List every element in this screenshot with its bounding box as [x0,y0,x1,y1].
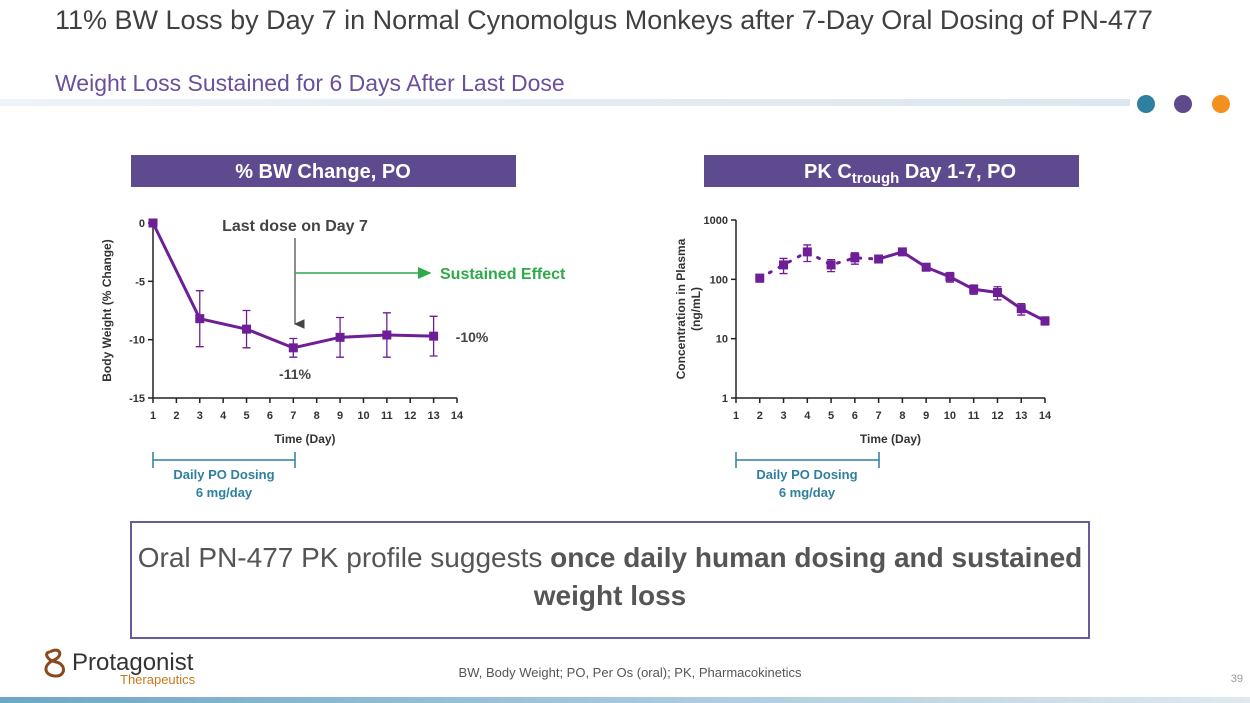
x-tick-label: 1 [150,410,156,422]
x-tick-label: 2 [173,410,179,422]
x-tick-label: 14 [1039,410,1052,422]
y-tick-label: 100 [710,274,728,286]
x-axis-label: Time (Day) [274,432,335,446]
slide-title: 11% BW Loss by Day 7 in Normal Cynomolgu… [55,5,1153,35]
y-axis-label: Concentration in Plasma [674,238,688,379]
marker [288,343,298,353]
annotation: Sustained Effect [440,266,566,283]
logo-sub: Therapeutics [120,672,196,687]
x-tick-label: 11 [968,410,980,422]
title-sub: trough [852,170,899,187]
series-line [151,222,434,350]
title-main: PK C [804,161,852,183]
x-tick-label: 7 [876,410,882,422]
x-tick-label: 8 [314,410,320,422]
x-tick-label: 2 [757,410,763,422]
annotation: 6 mg/day [779,485,836,500]
panel-title: % BW Change, PO [235,161,411,183]
dot [1212,95,1230,113]
page-number: 39 [1231,673,1243,685]
footnote: BW, Body Weight; PO, Per Os (oral); PK, … [459,665,802,680]
header-rule [0,99,1130,106]
x-tick-label: 3 [780,410,786,422]
annotation: Daily PO Dosing [756,467,857,482]
marker [969,284,979,294]
x-tick-label: 8 [899,410,905,422]
x-tick-label: 6 [852,410,858,422]
dosing-bracket [735,452,880,468]
callout-bold: once daily human dosing and sustained we… [533,542,1083,611]
logo-text: Protagonist [72,649,194,676]
y-tick-label: -15 [129,393,145,405]
marker [148,218,158,228]
x-tick-label: 4 [220,410,227,422]
y-tick-label: 10 [716,334,728,346]
annotation: -11% [279,366,311,382]
marker [802,247,812,257]
x-tick-label: 14 [451,410,464,422]
x-tick-label: 9 [337,410,343,422]
y-tick-label: 1000 [704,215,728,227]
marker [945,272,955,282]
logo-mark [44,648,65,678]
marker [242,324,252,334]
y-axis-label: (ng/mL) [689,287,703,331]
x-tick-label: 11 [381,410,393,422]
callout-text: Oral PN-477 PK profile suggests [137,542,551,573]
y-tick-label: -5 [135,276,145,288]
marker [429,331,439,341]
dot [1137,95,1155,113]
marker [897,247,907,257]
marker [1040,316,1050,326]
y-tick-label: 0 [139,218,145,230]
panel-title: PK Ctrough Day 1-7, PO [804,161,1016,187]
x-tick-label: 13 [1015,410,1027,422]
annotation: 6 mg/day [196,485,253,500]
x-tick-label: 1 [733,410,739,422]
panel-header [704,155,1079,187]
x-tick-label: 5 [828,410,834,422]
x-tick-label: 4 [804,410,811,422]
annotation: Daily PO Dosing [173,467,274,482]
marker [850,253,860,263]
x-tick-label: 13 [427,410,439,422]
dot [1174,95,1192,113]
marker [195,314,205,324]
marker [779,260,789,270]
x-tick-label: 12 [404,410,416,422]
footer-rule [0,697,1250,703]
x-axis-label: Time (Day) [860,432,921,446]
marker [335,332,345,342]
x-tick-label: 10 [944,410,956,422]
x-tick-label: 3 [197,410,203,422]
x-tick-label: 7 [290,410,296,422]
y-tick-label: -10 [129,335,145,347]
dosing-bracket [152,452,296,468]
series-line [758,250,881,280]
x-tick-label: 6 [267,410,273,422]
title-end: Day 1-7, PO [899,161,1016,183]
marker [921,262,931,272]
marker [992,287,1002,297]
annotation: Last dose on Day 7 [222,218,368,235]
panel-header [131,155,516,187]
callout: Oral PN-477 PK profile suggests once dai… [130,521,1090,639]
x-tick-label: 5 [243,410,249,422]
marker [755,273,765,283]
y-axis-label: Body Weight (% Change) [100,239,114,381]
y-tick-label: 1 [722,393,728,405]
annotation: -10% [456,329,489,345]
x-tick-label: 9 [923,410,929,422]
x-tick-label: 10 [357,410,369,422]
x-tick-label: 12 [991,410,1003,422]
marker [382,330,392,340]
marker [1016,304,1026,314]
slide-subtitle: Weight Loss Sustained for 6 Days After L… [55,70,565,96]
marker [826,260,836,270]
